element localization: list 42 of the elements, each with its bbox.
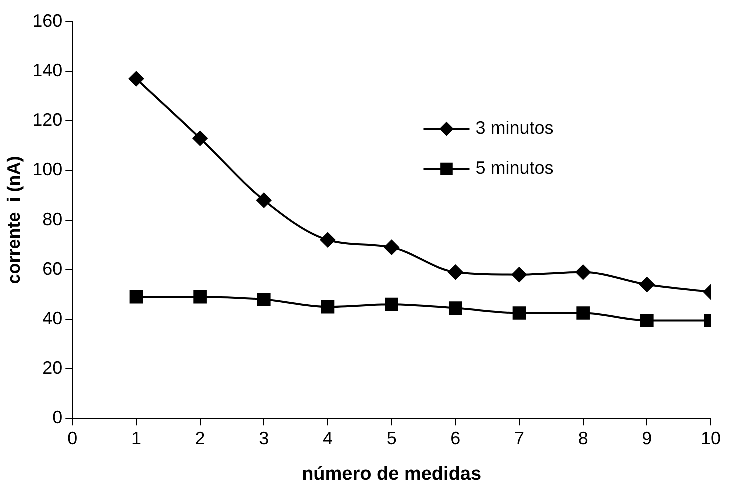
y-tick-label: 120 [32,110,63,130]
point [130,290,144,304]
y-tick-label: 140 [32,60,63,81]
point [321,300,335,314]
x-tick-label: 6 [450,428,461,448]
x-tick-label: 5 [386,428,397,448]
x-tick-label: 4 [322,428,333,448]
y-tick-label: 160 [32,10,63,31]
point [257,292,271,306]
x-tick-label: 2 [195,428,206,448]
point [640,314,654,328]
x-tick-label: 0 [68,428,78,448]
x-tick-label: 9 [642,428,652,448]
y-tick-label: 60 [42,258,63,279]
x-tick-label: 1 [131,428,142,448]
point [194,290,207,304]
point [320,232,336,248]
legend-label: 5 minutos [476,158,554,178]
point [640,277,655,292]
point [256,192,272,208]
y-axis-title: corrente i (nA) [4,156,24,284]
x-tick-label: 10 [700,428,722,448]
point [384,240,400,256]
point [512,306,526,320]
point [192,131,208,146]
point [385,298,398,312]
y-tick-label: 80 [42,209,63,230]
x-tick-label: 3 [259,428,270,448]
y-tick-label: 100 [32,160,63,180]
point [448,264,464,280]
point [576,264,591,280]
x-axis-title: número de medidas [302,464,482,485]
legend-label: 3 minutos [476,118,554,138]
x-tick-label: 8 [578,428,588,448]
point [448,302,462,315]
y-tick-label: 40 [42,308,63,328]
y-tick-label: 0 [52,408,63,428]
y-tick-label: 20 [42,358,63,378]
point [128,72,144,87]
x-tick-label: 7 [514,428,524,448]
point [576,306,590,320]
point [512,267,527,282]
